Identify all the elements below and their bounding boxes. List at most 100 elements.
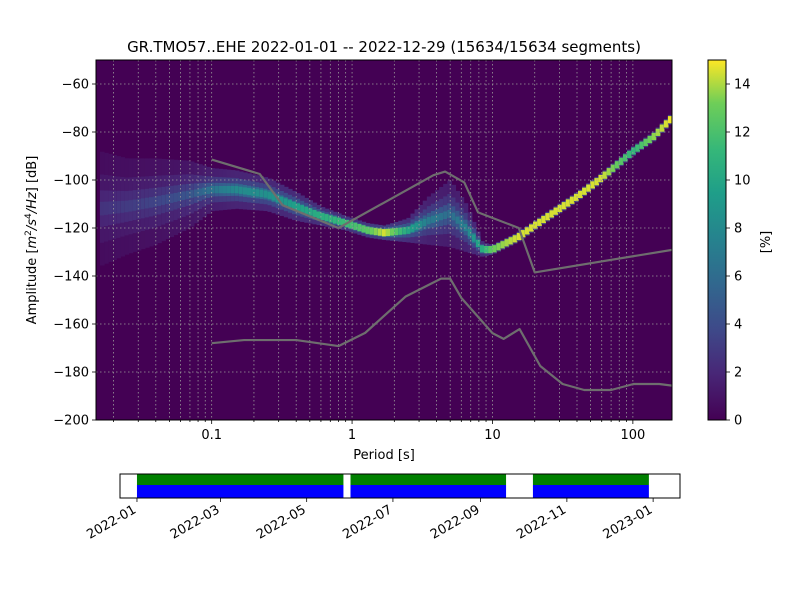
x-tick-label: 100: [620, 428, 645, 443]
psd-density-cell: [524, 227, 530, 235]
psd-density-cell: [369, 227, 375, 235]
y-tick-label: −100: [53, 174, 89, 189]
coverage-bar-processed: [350, 485, 507, 498]
psd-density-cell: [222, 186, 228, 194]
psd-density-cell: [500, 241, 506, 249]
psd-density-cell: [492, 245, 497, 253]
psd-density-cell: [590, 181, 595, 189]
psd-density-cell: [365, 226, 371, 234]
timeline-tick-label: 2022-11: [514, 502, 569, 542]
psd-density-cell: [279, 196, 285, 204]
psd-density-cell: [439, 213, 444, 221]
psd-density-cell: [242, 187, 248, 195]
psd-density-cell: [606, 168, 612, 176]
psd-density-cell: [385, 228, 391, 237]
psd-density-cell: [308, 208, 314, 216]
psd-density-cell: [484, 246, 489, 254]
timeline-tick-label: 2022-09: [428, 502, 483, 542]
colorbar: [707, 59, 727, 421]
timeline-tick-label: 2022-03: [168, 502, 223, 542]
psd-density-cell: [569, 196, 575, 204]
timeline-tick-label: 2023-01: [601, 502, 656, 542]
psd-density-cell: [173, 192, 179, 202]
psd-density-cell: [455, 216, 461, 224]
psd-density-cell: [602, 171, 608, 179]
colorbar-tick-label: 4: [734, 318, 742, 333]
psd-density-cell: [545, 213, 551, 221]
psd-density-cell: [578, 190, 583, 199]
psd-density-cell: [512, 235, 518, 243]
psd-density-cell: [553, 207, 559, 215]
psd-density-cell: [635, 144, 640, 152]
psd-density-cell: [463, 223, 469, 232]
psd-density-cell: [561, 202, 567, 210]
psd-density-cell: [651, 132, 657, 141]
y-tick-label: −120: [53, 222, 89, 237]
psd-density-cell: [324, 214, 330, 222]
psd-density-cell: [185, 190, 191, 199]
psd-density-cell: [271, 193, 277, 201]
x-axis-label: Period [s]: [353, 448, 415, 463]
timeline-tick-label: 2022-05: [254, 502, 309, 542]
colorbar-tick-label: 14: [734, 78, 751, 93]
psd-density-cell: [594, 178, 600, 186]
psd-density-cell: [214, 186, 220, 194]
timeline-ticks: 2022-01 2022-03 2022-05 2022-07 2022-09 2022-…: [84, 498, 655, 543]
psd-density-cell: [247, 187, 252, 196]
psd-density-cell: [124, 200, 130, 213]
psd-density-cell: [234, 186, 240, 194]
psd-density-cell: [320, 212, 326, 221]
psd-density-cell: [516, 232, 522, 241]
psd-density-cell: [108, 201, 113, 215]
psd-density-cell: [537, 218, 542, 226]
psd-density-cell: [508, 237, 514, 245]
psd-density-cell: [610, 164, 616, 172]
psd-density-cell: [639, 141, 644, 149]
psd-density-cell: [504, 239, 510, 247]
coverage-bar-data: [136, 474, 344, 485]
psd-density-cell: [549, 210, 555, 218]
psd-density-cell: [153, 196, 158, 207]
psd-density-cell: [627, 150, 632, 158]
x-axis-ticks: 0.1 1 10 100: [113, 420, 645, 443]
psd-density-cell: [398, 227, 403, 235]
psd-density-cell: [116, 201, 121, 214]
coverage-bar-data: [532, 474, 649, 485]
psd-density-cell: [189, 190, 195, 198]
psd-density-cell: [148, 197, 154, 208]
psd-density-cell: [655, 128, 661, 136]
psd-density-cell: [573, 193, 579, 202]
colorbar-tick-label: 0: [734, 414, 742, 429]
y-tick-label: −140: [53, 270, 89, 285]
psd-density-cell: [443, 211, 448, 220]
psd-density-cell: [226, 186, 232, 194]
psd-density-cell: [647, 135, 653, 144]
psd-density-cell: [287, 200, 293, 208]
psd-density-cell: [304, 206, 309, 214]
coverage-bar-processed: [532, 485, 649, 498]
psd-density-cell: [373, 227, 379, 236]
psd-density-cell: [451, 212, 457, 221]
psd-density-cell: [104, 201, 109, 215]
psd-density-cell: [99, 201, 105, 216]
colorbar-tick-label: 6: [734, 270, 742, 285]
psd-density-cell: [541, 215, 546, 224]
psd-density-cell: [598, 174, 604, 183]
psd-density-cell: [316, 211, 322, 219]
psd-density-cell: [631, 147, 636, 155]
psd-density-cell: [140, 198, 146, 210]
psd-density-cell: [488, 246, 493, 254]
colorbar-tick-label: 2: [734, 366, 742, 381]
psd-density-cell: [479, 245, 485, 253]
timeline-coverage: [136, 474, 649, 498]
psd-density-cell: [622, 154, 628, 162]
psd-density-cell: [459, 220, 465, 228]
y-axis-label: Amplitude [m2/s4/Hz] [dB]: [24, 156, 40, 325]
psd-density-cell: [336, 217, 342, 225]
plot-frame: [95, 59, 673, 421]
psd-density-cell: [312, 209, 318, 218]
psd-density-cell: [618, 157, 624, 165]
psd-density-cell: [128, 200, 134, 212]
coverage-bar-data: [350, 474, 507, 485]
high-noise-model-line: [211, 158, 672, 274]
